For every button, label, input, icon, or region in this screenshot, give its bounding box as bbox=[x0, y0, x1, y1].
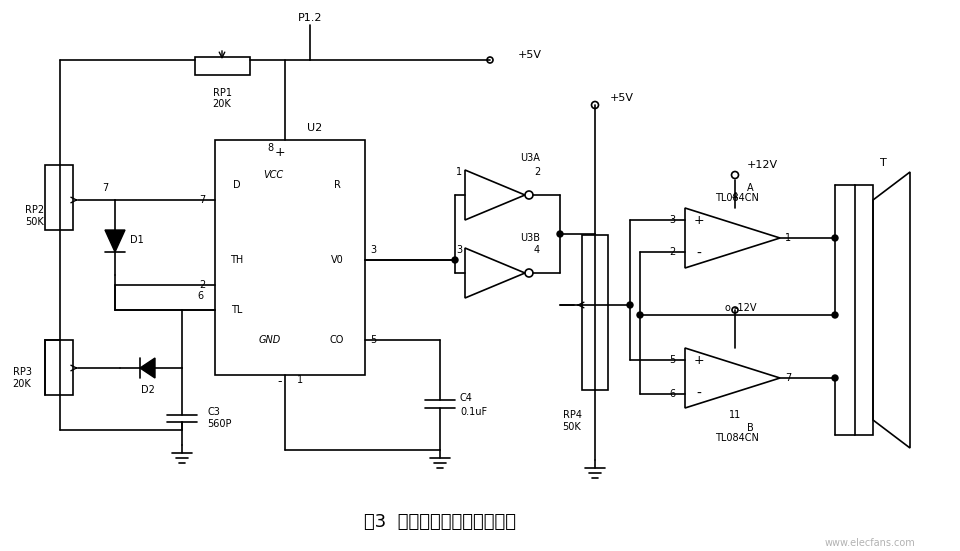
Text: www.elecfans.com: www.elecfans.com bbox=[825, 538, 916, 548]
Text: 2: 2 bbox=[534, 167, 540, 177]
Circle shape bbox=[627, 302, 633, 308]
Text: U3A: U3A bbox=[520, 153, 540, 163]
Text: 0.1uF: 0.1uF bbox=[460, 407, 487, 417]
Text: +5V: +5V bbox=[518, 50, 542, 60]
Text: R: R bbox=[333, 180, 341, 190]
Text: 4: 4 bbox=[732, 192, 738, 202]
Text: 11: 11 bbox=[729, 410, 741, 420]
Text: 3: 3 bbox=[456, 245, 462, 255]
Text: RP1: RP1 bbox=[212, 88, 231, 98]
Text: 20K: 20K bbox=[212, 99, 231, 109]
Bar bbox=[45, 340, 73, 395]
Text: RP4: RP4 bbox=[563, 410, 582, 420]
Text: U3B: U3B bbox=[520, 233, 540, 243]
Text: 6: 6 bbox=[197, 291, 204, 301]
Text: CO: CO bbox=[330, 335, 345, 345]
Bar bbox=[582, 235, 608, 390]
Text: +: + bbox=[275, 145, 285, 159]
Text: +: + bbox=[694, 354, 705, 366]
Text: 50K: 50K bbox=[563, 422, 582, 432]
Text: A: A bbox=[747, 183, 754, 193]
Text: 560P: 560P bbox=[207, 419, 231, 429]
Circle shape bbox=[557, 231, 563, 237]
Circle shape bbox=[832, 235, 838, 241]
Bar bbox=[45, 165, 73, 230]
Text: 2: 2 bbox=[199, 280, 205, 290]
Bar bbox=[215, 140, 365, 375]
Text: 5: 5 bbox=[669, 355, 675, 365]
Text: -: - bbox=[697, 247, 702, 261]
Text: P1.2: P1.2 bbox=[298, 13, 323, 23]
Text: +: + bbox=[694, 213, 705, 226]
Text: +12V: +12V bbox=[747, 160, 779, 170]
Circle shape bbox=[452, 257, 458, 263]
Circle shape bbox=[832, 312, 838, 318]
Circle shape bbox=[637, 312, 643, 318]
Bar bbox=[855, 185, 873, 435]
Text: 6: 6 bbox=[669, 389, 675, 399]
Text: TL: TL bbox=[231, 305, 243, 315]
Text: 50K: 50K bbox=[26, 217, 44, 227]
Text: 3: 3 bbox=[370, 245, 376, 255]
Text: 3: 3 bbox=[669, 215, 675, 225]
Text: B: B bbox=[747, 423, 754, 433]
Text: +5V: +5V bbox=[610, 93, 634, 103]
Text: 7: 7 bbox=[785, 373, 791, 383]
Text: TL084CN: TL084CN bbox=[715, 193, 759, 203]
Text: C4: C4 bbox=[460, 393, 473, 403]
Text: TL084CN: TL084CN bbox=[715, 433, 759, 443]
Text: 20K: 20K bbox=[12, 379, 32, 389]
Text: 1: 1 bbox=[456, 167, 462, 177]
Text: 7: 7 bbox=[102, 183, 108, 193]
Text: 1: 1 bbox=[297, 375, 303, 385]
Text: RP3: RP3 bbox=[12, 367, 32, 377]
Text: C3: C3 bbox=[207, 407, 220, 417]
Text: 图3  超声波传感器的发射电路: 图3 超声波传感器的发射电路 bbox=[364, 513, 516, 531]
Text: VCC: VCC bbox=[263, 170, 283, 180]
Text: D1: D1 bbox=[130, 235, 144, 245]
Polygon shape bbox=[140, 358, 155, 378]
Text: 5: 5 bbox=[370, 335, 376, 345]
Text: 7: 7 bbox=[199, 195, 205, 205]
Text: 1: 1 bbox=[785, 233, 791, 243]
Text: D: D bbox=[233, 180, 241, 190]
Circle shape bbox=[832, 375, 838, 381]
Text: V0: V0 bbox=[330, 255, 344, 265]
Bar bbox=[195, 57, 250, 75]
Text: D2: D2 bbox=[141, 385, 155, 395]
Text: o -12V: o -12V bbox=[725, 303, 756, 313]
Text: U2: U2 bbox=[307, 123, 323, 133]
Text: 8: 8 bbox=[267, 143, 273, 153]
Text: -: - bbox=[697, 387, 702, 401]
Text: -: - bbox=[277, 375, 282, 388]
Text: 2: 2 bbox=[669, 247, 675, 257]
Text: TH: TH bbox=[230, 255, 244, 265]
Text: RP2: RP2 bbox=[25, 205, 44, 215]
Text: T: T bbox=[879, 158, 886, 168]
Text: 4: 4 bbox=[534, 245, 540, 255]
Text: GND: GND bbox=[259, 335, 281, 345]
Polygon shape bbox=[105, 230, 125, 252]
